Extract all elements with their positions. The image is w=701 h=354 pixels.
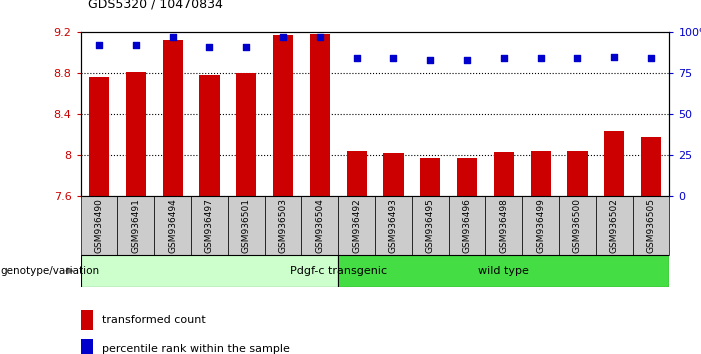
Bar <box>89 77 109 196</box>
Bar <box>191 196 228 255</box>
Text: GSM936505: GSM936505 <box>646 198 655 253</box>
Text: GSM936496: GSM936496 <box>463 198 472 253</box>
Text: GSM936502: GSM936502 <box>610 198 619 253</box>
Bar <box>522 196 559 255</box>
Point <box>167 34 178 40</box>
Bar <box>125 72 146 196</box>
Bar <box>412 196 449 255</box>
Point <box>608 54 620 59</box>
Text: transformed count: transformed count <box>102 315 205 325</box>
Point <box>388 55 399 61</box>
Text: GSM936493: GSM936493 <box>389 198 398 253</box>
Bar <box>485 196 522 255</box>
Point <box>498 55 510 61</box>
Point <box>93 42 104 48</box>
Bar <box>228 196 265 255</box>
Bar <box>265 196 301 255</box>
Text: GSM936498: GSM936498 <box>499 198 508 253</box>
Bar <box>154 196 191 255</box>
Text: percentile rank within the sample: percentile rank within the sample <box>102 344 290 354</box>
Point <box>425 57 436 63</box>
Bar <box>604 131 625 196</box>
Text: GDS5320 / 10470834: GDS5320 / 10470834 <box>88 0 222 11</box>
Point <box>278 34 289 40</box>
Text: GSM936501: GSM936501 <box>242 198 251 253</box>
Bar <box>632 196 669 255</box>
Text: genotype/variation: genotype/variation <box>0 266 99 276</box>
Point <box>204 44 215 50</box>
Bar <box>383 153 404 196</box>
Point <box>240 44 252 50</box>
Bar <box>81 196 118 255</box>
Point <box>535 55 546 61</box>
Point <box>130 42 142 48</box>
Point <box>351 55 362 61</box>
Bar <box>346 151 367 196</box>
Bar <box>641 137 661 196</box>
Bar <box>273 35 293 196</box>
Text: GSM936492: GSM936492 <box>352 198 361 253</box>
Bar <box>81 255 338 287</box>
Point <box>461 57 472 63</box>
Text: GSM936490: GSM936490 <box>95 198 104 253</box>
Bar <box>375 196 412 255</box>
Bar <box>338 255 669 287</box>
Text: Pdgf-c transgenic: Pdgf-c transgenic <box>290 266 387 276</box>
Bar <box>596 196 632 255</box>
Bar <box>310 34 330 196</box>
Text: GSM936504: GSM936504 <box>315 198 325 253</box>
Text: GSM936494: GSM936494 <box>168 198 177 253</box>
Bar <box>338 196 375 255</box>
Text: GSM936497: GSM936497 <box>205 198 214 253</box>
Bar <box>457 158 477 196</box>
Bar <box>81 339 93 354</box>
Bar <box>567 151 587 196</box>
Text: wild type: wild type <box>478 266 529 276</box>
Text: GSM936495: GSM936495 <box>426 198 435 253</box>
Bar <box>420 158 440 196</box>
Bar <box>301 196 338 255</box>
Bar <box>199 75 219 196</box>
Point <box>314 34 325 40</box>
Text: GSM936503: GSM936503 <box>278 198 287 253</box>
Bar <box>81 310 93 330</box>
Bar <box>449 196 485 255</box>
Point <box>572 55 583 61</box>
Text: GSM936500: GSM936500 <box>573 198 582 253</box>
Bar <box>559 196 596 255</box>
Point <box>646 55 657 61</box>
Bar <box>494 152 514 196</box>
Text: GSM936499: GSM936499 <box>536 198 545 253</box>
Bar <box>163 40 183 196</box>
Bar <box>118 196 154 255</box>
Text: GSM936491: GSM936491 <box>131 198 140 253</box>
Bar <box>531 151 551 196</box>
Bar <box>236 73 257 196</box>
